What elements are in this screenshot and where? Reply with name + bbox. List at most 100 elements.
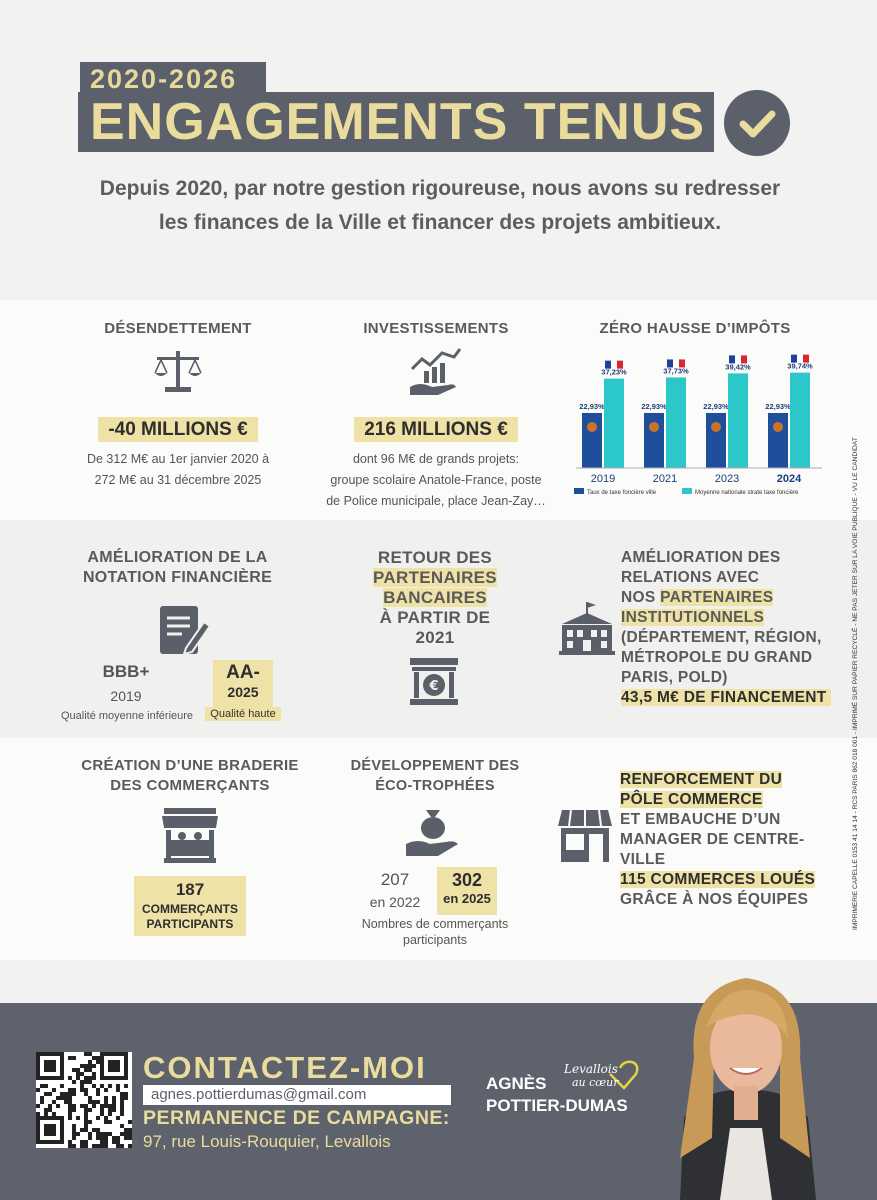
relations-line-7: PARIS, POLD) [621,669,728,686]
bar-moyenne-2019 [604,378,624,468]
new-rating-label: Qualité haute [205,707,281,721]
data-label: 37,23% [601,368,627,377]
investissements-title: INVESTISSEMENTS [363,320,509,337]
commerce-line-2: PÔLE COMMERCE [620,791,763,808]
commerce-line-7: GRÂCE À NOS ÉQUIPES [620,891,809,908]
data-label: 22,93% [703,402,729,411]
desendettement-line-2: 272 M€ au 31 décembre 2025 [94,473,262,487]
bancaires-line-1: RETOUR DES [377,548,493,567]
notation-block: AMÉLIORATION DE LA NOTATION FINANCIÈRE [55,548,300,588]
relations-line-3a: NOS [621,589,661,606]
x-tick-label: 2024 [777,473,802,485]
flag-red [741,355,747,364]
data-label: 39,42% [725,362,751,371]
relations-line-4: INSTITUTIONNELS [621,609,765,626]
legend-label: Taux de taxe foncière ville [587,490,657,496]
commerce-line-1: RENFORCEMENT DU [620,771,783,788]
eco-old-value: 207 [380,870,410,889]
permanence-title: PERMANENCE DE CAMPAGNE: [143,1107,450,1129]
data-label: 22,93% [641,402,667,411]
braderie-title-2: DES COMMERÇANTS [110,777,270,794]
eco-new-value: 302 [451,870,483,890]
braderie-count-box: 187 COMMERÇANTS PARTICIPANTS [134,876,246,936]
braderie-title: CRÉATION D’UNE BRADERIE DES COMMERÇANTS [60,756,320,796]
relations-block: AMÉLIORATION DES RELATIONS AVEC NOS PART… [621,548,831,708]
eco-title-2: ÉCO-TROPHÉES [375,778,495,794]
desendettement-line-1: De 312 M€ au 1er janvier 2020 à [86,452,270,466]
relations-funding: 43,5 M€ DE FINANCEMENT [621,689,831,706]
commerce-line-5: VILLE [620,851,666,868]
bar-ville-2019 [582,412,602,468]
bank-euro-icon: € [408,656,460,706]
commerce-line-6: 115 COMMERCES LOUÉS [620,871,816,888]
commerce-line-3: ET EMBAUCHE D’UN [620,811,781,828]
shop-icon [556,808,614,864]
commerce-line-4: MANAGER DE CENTRE- [620,831,805,848]
x-tick-label: 2019 [591,473,615,485]
bar-moyenne-2021 [666,377,686,468]
investissements-block: INVESTISSEMENTS 216 MILLIONS € dont 96 M… [305,320,567,512]
market-stall-icon [160,806,220,864]
notation-title-1: AMÉLIORATION DE LA [87,549,268,566]
relations-line-1: AMÉLIORATION DES [621,549,781,566]
flag-red [803,354,809,363]
contact-email[interactable]: agnes.pottierdumas@gmail.com [143,1085,451,1105]
bar-moyenne-2023 [728,373,748,468]
data-label: 22,93% [765,402,791,411]
new-rating: AA- [226,662,260,683]
check-icon [724,90,790,156]
intro-text: Depuis 2020, par notre gestion rigoureus… [99,177,781,234]
braderie-count: 187 [175,880,205,899]
bancaires-line-4: À PARTIR DE [379,608,491,627]
flag-white [611,360,617,369]
bancaires-line-3: BANCAIRES [383,588,487,607]
city-crest-icon [773,421,783,432]
eco-new-year: en 2025 [443,891,491,906]
investissements-value: 216 MILLIONS € [354,417,518,442]
candidate-last-name: POTTIER-DUMAS [486,1096,628,1115]
old-rating: BBB+ [102,662,150,681]
old-rating-label: Qualité moyenne inférieure [60,710,194,722]
x-tick-label: 2023 [715,473,739,485]
header-dates: 2020-2026 [80,62,266,96]
city-crest-icon [711,421,721,432]
bar-ville-2023 [706,412,726,468]
old-rating-year: 2019 [110,688,142,704]
contact-title: CONTACTEZ-MOI [143,1050,427,1085]
eco-title-1: DÉVELOPPEMENT DES [350,758,520,774]
braderie-title-1: CRÉATION D’UNE BRADERIE [81,757,299,774]
flag-blue [729,355,735,364]
levallois-logo: Levallois au cœur [562,1060,648,1096]
legend-label: Moyenne nationale strate taxe foncière [695,490,799,496]
legend-swatch [574,488,584,494]
city-crest-icon [587,421,597,432]
flag-red [617,360,623,369]
bar-ville-2024 [768,412,788,468]
growth-hand-icon [408,347,464,397]
eco-title: DÉVELOPPEMENT DES ÉCO-TROPHÉES [330,756,540,796]
braderie-label-1: COMMERÇANTS [142,902,238,916]
document-pen-icon [158,604,212,656]
desendettement-block: DÉSENDETTEMENT -40 MILLIONS € De 312 M€ … [60,320,296,491]
permanence-address: 97, rue Louis-Rouquier, Levallois [143,1132,391,1151]
page-title: ENGAGEMENTS TENUS [78,92,714,152]
eco-note-1: Nombres de commerçants [361,917,509,931]
flag-red [679,359,685,368]
bar-moyenne-2024 [790,372,810,468]
data-label: 39,74% [787,362,813,371]
desendettement-value: -40 MILLIONS € [98,417,258,442]
investissements-line-3: de Police municipale, place Jean-Zay… [326,494,546,508]
relations-line-6: MÉTROPOLE DU GRAND [621,649,813,666]
data-label: 22,93% [579,402,605,411]
data-label: 37,73% [663,366,689,375]
flag-white [673,359,679,368]
eco-note: Nombres de commerçants participants [340,916,530,948]
bancaires-line-2: PARTENAIRES [373,568,497,587]
x-tick-label: 2021 [653,473,677,485]
flag-white [735,355,741,364]
imprint-text: IMPRIMERIE CAPELLE 0153 41 14 14 - RCS P… [852,437,859,930]
flag-white [797,354,803,363]
qr-code-icon[interactable] [36,1052,132,1148]
new-rating-year: 2025 [227,684,259,700]
relations-line-5: (DÉPARTEMENT, RÉGION, [621,629,822,646]
